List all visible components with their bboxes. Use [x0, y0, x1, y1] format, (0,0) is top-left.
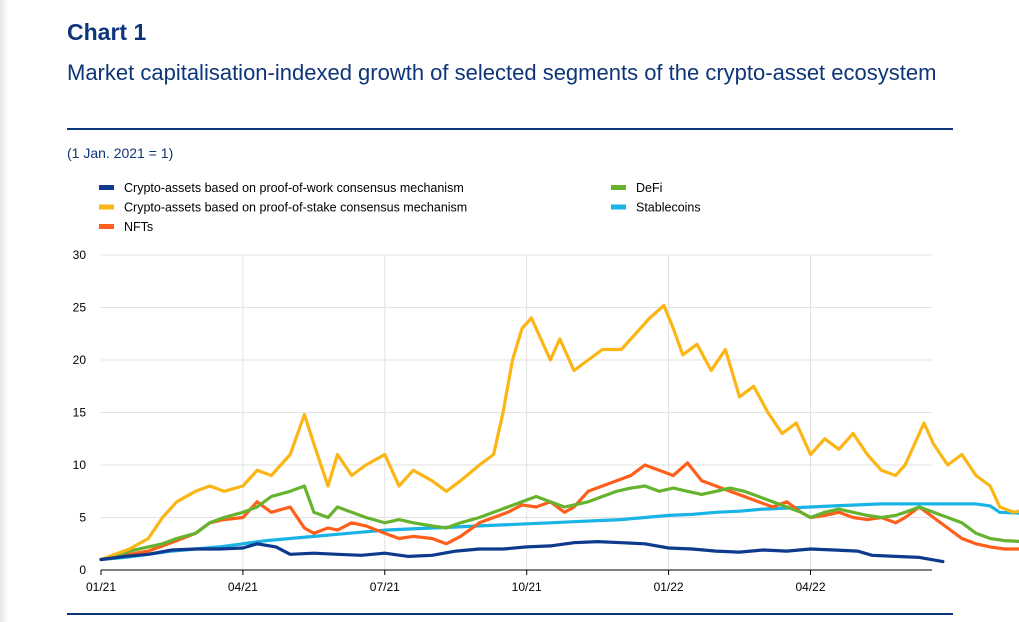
series-line [99, 484, 1019, 562]
unit-note: (1 Jan. 2021 = 1) [67, 145, 174, 161]
y-tick-label: 20 [73, 353, 87, 367]
x-tick-label: 01/22 [654, 580, 684, 594]
legend-swatch [611, 185, 626, 190]
x-tick-label: 01/21 [86, 580, 116, 594]
chart-title: Market capitalisation-indexed growth of … [67, 60, 937, 85]
y-axis: 0 5 10 15 20 25 30 [73, 248, 87, 577]
legend-swatch [611, 204, 626, 210]
legend-label: DeFi [636, 181, 662, 195]
x-tick-label: 04/21 [228, 580, 258, 594]
legend-label: Stablecoins [636, 201, 701, 215]
y-tick-label: 30 [73, 248, 87, 262]
legend-swatch [99, 224, 114, 229]
y-tick-label: 10 [73, 458, 87, 472]
y-tick-label: 25 [73, 301, 87, 315]
chart-label: Chart 1 [67, 19, 147, 45]
chart-gridlines [101, 254, 932, 570]
x-tick-label: 07/21 [370, 580, 400, 594]
chart-series [99, 303, 1019, 564]
y-tick-label: 0 [79, 563, 86, 577]
legend-label: Crypto-assets based on proof-of-stake co… [124, 201, 467, 215]
page-edge-shadow [0, 0, 8, 622]
legend-label: NFTs [124, 220, 153, 234]
legend-swatch [99, 185, 114, 190]
x-axis: 01/21 04/21 07/21 10/21 01/22 04/22 [86, 569, 932, 594]
series-line [99, 303, 1019, 562]
chart-legend: Crypto-assets based on proof-of-work con… [99, 181, 701, 234]
legend-swatch [99, 204, 114, 210]
x-tick-label: 04/22 [795, 580, 825, 594]
series-line [99, 540, 945, 564]
x-tick-label: 10/21 [512, 580, 542, 594]
y-tick-label: 5 [79, 511, 86, 525]
top-rule [67, 128, 953, 130]
legend-label: Crypto-assets based on proof-of-work con… [124, 181, 464, 195]
y-tick-label: 15 [73, 406, 87, 420]
series-line [99, 502, 1019, 562]
series-line [99, 461, 1019, 562]
bottom-rule [67, 613, 953, 615]
